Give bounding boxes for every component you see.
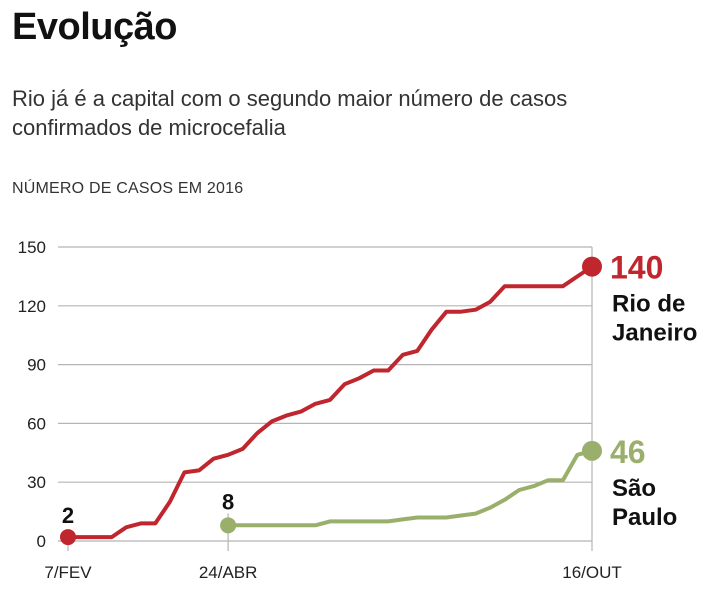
sp-start-label: 8 bbox=[222, 489, 234, 514]
sp-end-value: 46 bbox=[610, 434, 646, 470]
x-tick-labels: 7/FEV 24/ABR 16/OUT bbox=[44, 563, 621, 582]
series-lines bbox=[66, 264, 594, 540]
rio-name-line2: Janeiro bbox=[612, 320, 697, 347]
y-tick-30: 30 bbox=[27, 473, 46, 492]
sp-name-line1: São bbox=[612, 475, 656, 502]
y-tick-60: 60 bbox=[27, 414, 46, 433]
series-line-sp bbox=[226, 448, 594, 528]
series-line-rio bbox=[66, 264, 594, 540]
y-axis-label: NÚMERO DE CASOS EM 2016 bbox=[12, 180, 244, 197]
gridlines bbox=[58, 246, 593, 551]
y-tick-120: 120 bbox=[18, 297, 46, 316]
sp-end-marker bbox=[582, 440, 602, 461]
rio-end-marker bbox=[582, 256, 602, 277]
rio-end-value: 140 bbox=[610, 250, 663, 286]
series-markers bbox=[60, 256, 602, 546]
rio-start-marker bbox=[60, 529, 76, 546]
chart-subtitle: Rio já é a capital com o segundo maior n… bbox=[12, 86, 568, 140]
y-tick-150: 150 bbox=[18, 238, 46, 257]
y-tick-labels: 0 30 60 90 120 150 bbox=[18, 238, 46, 551]
x-tick-2: 16/OUT bbox=[562, 563, 622, 582]
y-tick-90: 90 bbox=[27, 356, 46, 375]
chart-title: Evolução bbox=[12, 6, 177, 48]
sp-name-line2: Paulo bbox=[612, 504, 677, 531]
y-tick-0: 0 bbox=[37, 532, 46, 551]
x-tick-0: 7/FEV bbox=[44, 563, 92, 582]
sp-start-marker bbox=[220, 517, 237, 534]
rio-name-line1: Rio de bbox=[612, 291, 685, 318]
rio-start-label: 2 bbox=[62, 503, 74, 528]
x-tick-1: 24/ABR bbox=[199, 563, 258, 582]
